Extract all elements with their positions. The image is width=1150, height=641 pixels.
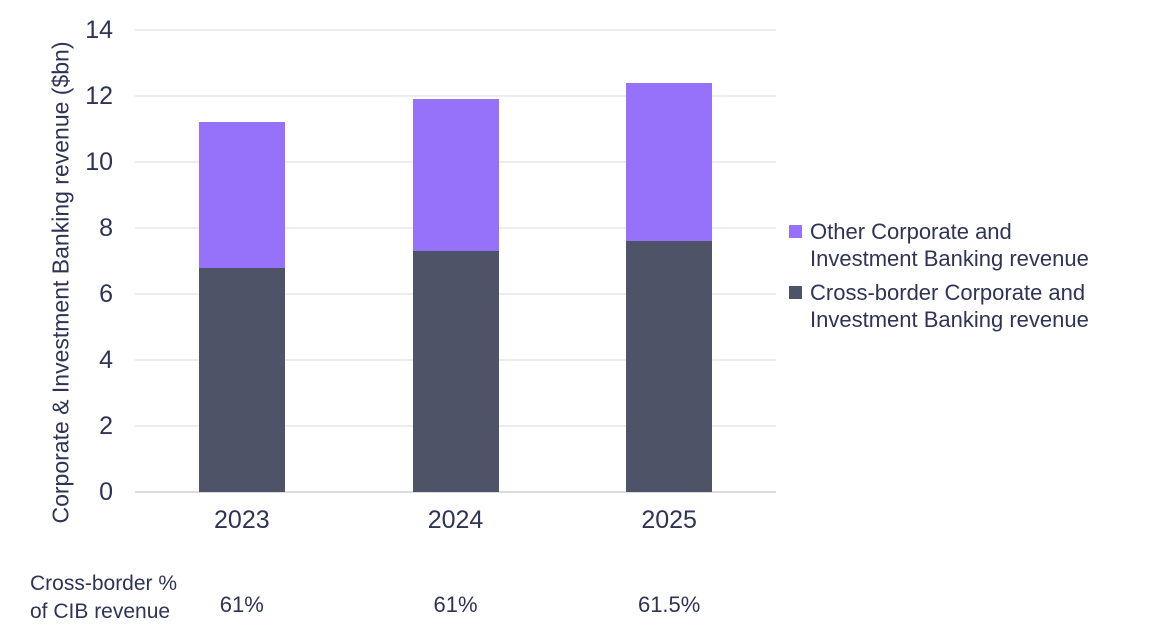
y-tick-label: 2 xyxy=(99,412,113,440)
footer-row-label-line1: Cross-border % xyxy=(30,572,178,595)
plot-area xyxy=(135,29,776,493)
footer-value: 61.5% xyxy=(637,592,701,617)
x-tick-label: 2024 xyxy=(427,506,484,534)
y-tick-label: 8 xyxy=(99,214,113,242)
bar-2024-segment-other xyxy=(412,99,499,252)
legend-swatch-icon xyxy=(789,225,802,238)
footer-row-label-line2: of CIB revenue xyxy=(30,600,171,623)
y-tick-label: 6 xyxy=(99,280,113,308)
bar-2023-segment-cross-border xyxy=(198,267,285,492)
legend-label-line: Cross-border Corporate and xyxy=(810,280,1086,305)
legend-swatch-icon xyxy=(789,286,802,299)
gridline xyxy=(135,29,776,31)
footer-value: 61% xyxy=(433,592,478,617)
legend-item-other: Other Corporate and Investment Banking re… xyxy=(789,218,1089,272)
y-tick-label: 0 xyxy=(99,478,113,506)
legend-item-cross-border: Cross-border Corporate and Investment Ban… xyxy=(789,279,1089,333)
footer-row-label: Cross-border % of CIB revenue xyxy=(30,570,177,626)
bar-2025-segment-cross-border xyxy=(626,241,713,492)
y-tick-label: 12 xyxy=(85,82,113,110)
y-tick-label: 14 xyxy=(85,16,113,44)
y-tick-label: 4 xyxy=(99,346,113,374)
legend-label-line: Investment Banking revenue xyxy=(810,307,1089,332)
legend-label-line: Investment Banking revenue xyxy=(810,246,1089,271)
legend-label: Other Corporate and Investment Banking re… xyxy=(810,218,1089,272)
gridline xyxy=(135,95,776,97)
x-tick-label: 2025 xyxy=(641,506,697,534)
bar-2023-segment-other xyxy=(198,122,285,268)
footer-value: 61% xyxy=(219,592,264,617)
legend-label: Cross-border Corporate and Investment Ban… xyxy=(810,279,1089,333)
bar-2024-segment-cross-border xyxy=(412,251,499,492)
legend-label-line: Other Corporate and xyxy=(810,219,1012,244)
y-tick-label: 10 xyxy=(85,148,113,176)
x-tick-label: 2023 xyxy=(214,506,270,534)
bar-2025-segment-other xyxy=(626,82,713,242)
legend: Other Corporate and Investment Banking re… xyxy=(789,218,1089,340)
x-axis-baseline xyxy=(135,491,776,493)
